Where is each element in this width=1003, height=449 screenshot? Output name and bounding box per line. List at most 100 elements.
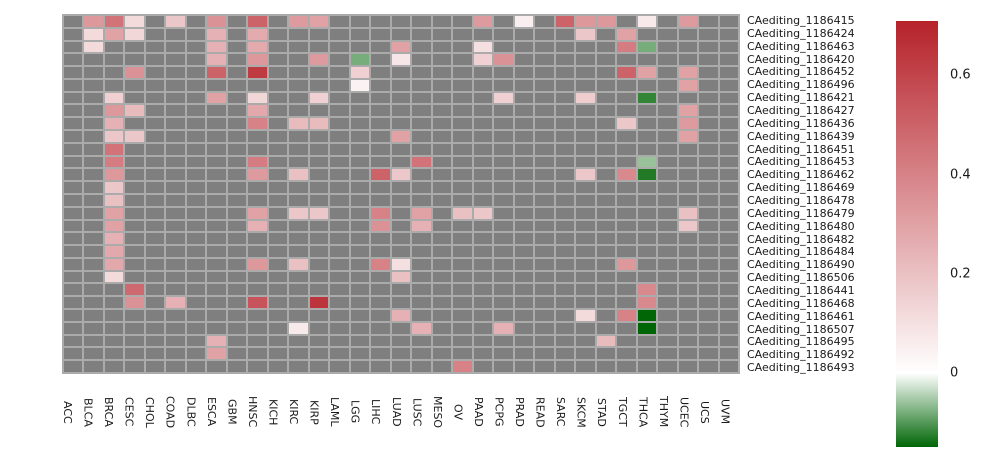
heatmap-cell [678, 246, 698, 257]
heatmap-cell [555, 41, 575, 53]
heatmap-cell [637, 156, 657, 168]
heatmap-cell [145, 118, 165, 130]
heatmap-cell [412, 41, 431, 53]
heatmap-cell [596, 79, 616, 91]
col-label: LGG [348, 400, 362, 424]
heatmap-cell [432, 322, 452, 334]
heatmap-cell [412, 220, 431, 232]
heatmap-cell [453, 28, 472, 40]
heatmap-cell [596, 284, 616, 296]
heatmap-cell [596, 335, 616, 347]
heatmap-cell [555, 169, 575, 181]
heatmap-cell [125, 335, 144, 347]
heatmap-cell [289, 361, 308, 372]
heatmap-cell [617, 194, 636, 206]
heatmap-cell [658, 16, 677, 27]
heatmap-cell [125, 246, 144, 257]
heatmap-cell [473, 143, 493, 155]
heatmap-cell [699, 322, 718, 334]
heatmap-cell [248, 156, 267, 168]
heatmap-cell [453, 67, 472, 78]
heatmap-cell [289, 54, 308, 66]
heatmap-cell [268, 348, 288, 360]
heatmap-cell [371, 233, 390, 245]
heatmap-cell [248, 220, 267, 232]
heatmap-cell [145, 67, 165, 78]
heatmap-cell [637, 54, 657, 66]
heatmap-cell [145, 348, 165, 360]
heatmap-cell [473, 118, 493, 130]
heatmap-cell [391, 258, 411, 270]
heatmap-cell [535, 271, 554, 283]
col-label: GBM [225, 399, 239, 425]
heatmap-cell [678, 143, 698, 155]
heatmap-cell [166, 233, 185, 245]
row-label: CAediting_1186495 [747, 335, 855, 349]
heatmap-cell [719, 143, 738, 155]
heatmap-cell [576, 335, 595, 347]
heatmap-cell [330, 258, 349, 270]
heatmap-cell [125, 322, 144, 334]
heatmap-cell [350, 182, 370, 193]
heatmap-cell [227, 322, 247, 334]
heatmap-cell [617, 220, 636, 232]
heatmap-cell [186, 233, 206, 245]
heatmap-cell [617, 79, 636, 91]
heatmap-cell [617, 41, 636, 53]
heatmap-cell [535, 284, 554, 296]
heatmap-cell [719, 220, 738, 232]
heatmap-cell [453, 348, 472, 360]
heatmap-cell [248, 143, 267, 155]
heatmap-cell [637, 118, 657, 130]
heatmap-cell [576, 105, 595, 117]
heatmap-cell [391, 310, 411, 321]
heatmap-cell [658, 310, 677, 321]
heatmap-cell [104, 156, 124, 168]
heatmap-cell [576, 322, 595, 334]
heatmap-cell [104, 297, 124, 309]
heatmap-cell [596, 54, 616, 66]
heatmap-cell [64, 284, 83, 296]
heatmap-cell [412, 348, 431, 360]
heatmap-cell [104, 169, 124, 181]
heatmap-cell [637, 194, 657, 206]
heatmap-cell [596, 310, 616, 321]
heatmap-cell [494, 16, 513, 27]
heatmap-cell [248, 16, 267, 27]
row-label: CAediting_1186480 [747, 219, 855, 233]
heatmap-cell [309, 194, 329, 206]
heatmap-cell [412, 143, 431, 155]
heatmap-cell [658, 143, 677, 155]
heatmap-cell [719, 233, 738, 245]
heatmap-cell [699, 361, 718, 372]
heatmap-cell [514, 79, 534, 91]
heatmap-cell [227, 169, 247, 181]
heatmap-cell [186, 194, 206, 206]
heatmap-cell [330, 105, 349, 117]
heatmap-cell [186, 156, 206, 168]
heatmap-cell [514, 233, 534, 245]
heatmap-cell [514, 194, 534, 206]
heatmap-cell [637, 92, 657, 104]
heatmap-cell [555, 92, 575, 104]
heatmap-cell [555, 258, 575, 270]
heatmap-cell [84, 16, 103, 27]
heatmap-cell [330, 67, 349, 78]
heatmap-cell [617, 156, 636, 168]
heatmap-cell [412, 169, 431, 181]
heatmap-cell [125, 284, 144, 296]
heatmap-cell [576, 194, 595, 206]
heatmap-cell [453, 220, 472, 232]
heatmap-cell [617, 207, 636, 219]
heatmap-cell [514, 220, 534, 232]
heatmap-cell [699, 194, 718, 206]
heatmap-cell [227, 28, 247, 40]
heatmap-cell [617, 143, 636, 155]
heatmap-cell [555, 194, 575, 206]
heatmap-cell [535, 67, 554, 78]
heatmap-cell [453, 92, 472, 104]
heatmap-cell [289, 246, 308, 257]
heatmap-cell [473, 233, 493, 245]
heatmap-cell [268, 169, 288, 181]
heatmap-cell [309, 361, 329, 372]
